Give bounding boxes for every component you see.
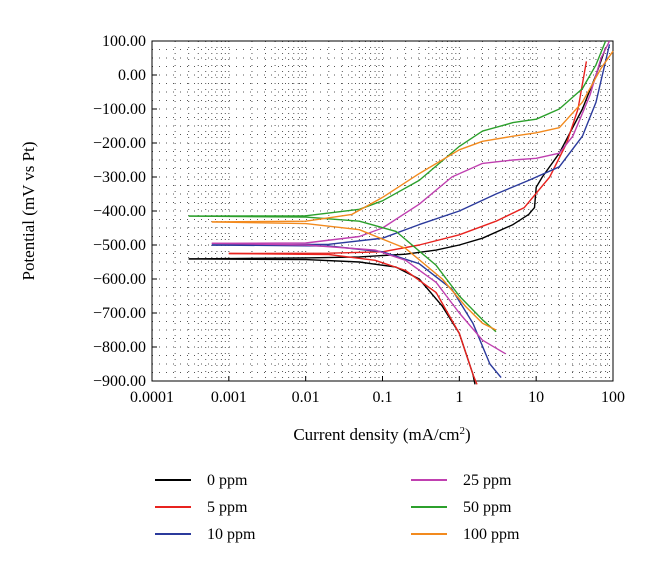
x-axis-ticks: 0.0001 0.001 0.01 0.1 1 10 100 <box>130 376 625 406</box>
series-100-ppm <box>211 50 614 331</box>
x-tick-label: 0.01 <box>292 389 320 406</box>
x-tick-label: 10 <box>528 389 544 406</box>
y-axis-ticks: 100.00 0.00 −100.00 −200.00 −300.00 −400.00 −5… <box>93 33 157 390</box>
series-line-anodic <box>211 40 611 244</box>
y-tick-label: −500.00 <box>93 237 146 254</box>
series-50-ppm <box>188 40 607 333</box>
series-5-ppm <box>228 61 588 385</box>
legend-label: 10 ppm <box>207 526 256 543</box>
y-axis-label: Potential (mV vs Pt) <box>19 142 38 281</box>
series-line-anodic <box>228 61 588 255</box>
x-axis-label: Current density (mA/cm2) <box>293 425 470 444</box>
legend-label: 50 ppm <box>463 499 512 516</box>
series-line-anodic <box>211 44 611 246</box>
y-tick-label: −200.00 <box>93 135 146 152</box>
y-tick-label: 0.00 <box>118 67 146 84</box>
series-line-cathodic <box>228 252 478 385</box>
y-tick-label: −700.00 <box>93 305 146 322</box>
legend-label: 100 ppm <box>463 526 520 543</box>
y-tick-label: −400.00 <box>93 203 146 220</box>
series-line-cathodic <box>211 242 506 355</box>
legend-label: 0 ppm <box>207 472 248 489</box>
series-layer <box>188 40 614 385</box>
series-line-cathodic <box>188 215 497 333</box>
y-tick-label: −300.00 <box>93 169 146 186</box>
x-tick-label: 1 <box>455 389 463 406</box>
x-tick-label: 0.1 <box>373 389 393 406</box>
grid <box>152 41 613 381</box>
y-tick-label: −100.00 <box>93 101 146 118</box>
y-tick-label: −900.00 <box>93 373 146 390</box>
legend: 0 ppm 5 ppm 10 ppm 25 ppm 50 ppm 100 ppm <box>155 472 520 543</box>
series-line-anodic <box>211 50 614 223</box>
y-tick-label: −600.00 <box>93 271 146 288</box>
y-tick-label: 100.00 <box>102 33 146 50</box>
series-line-cathodic <box>211 221 497 331</box>
x-tick-label: 0.0001 <box>130 389 174 406</box>
y-tick-label: −800.00 <box>93 339 146 356</box>
series-line-anodic <box>188 47 607 260</box>
x-tick-label: 0.001 <box>211 389 247 406</box>
series-25-ppm <box>211 40 611 355</box>
legend-label: 25 ppm <box>463 472 512 489</box>
x-tick-label: 100 <box>601 389 625 406</box>
series-line-anodic <box>188 40 607 217</box>
legend-label: 5 ppm <box>207 499 248 516</box>
